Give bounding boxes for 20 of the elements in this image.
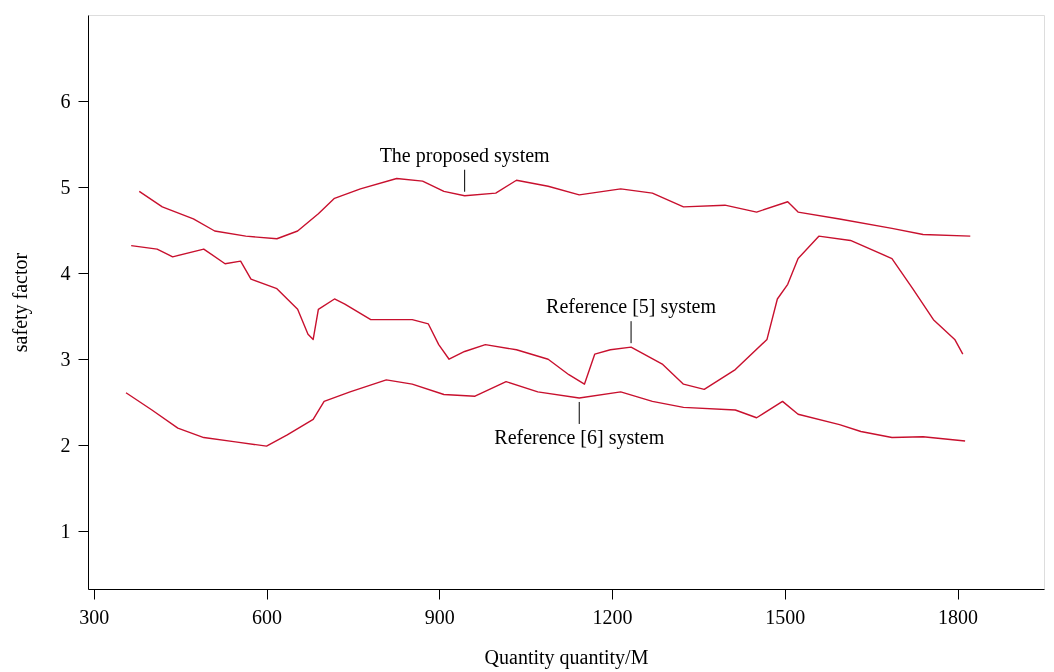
x-tick-label: 1500 <box>765 605 806 628</box>
x-tick-label: 900 <box>424 605 455 628</box>
y-tick-label: 5 <box>60 175 71 198</box>
series-label: The proposed system <box>379 143 551 167</box>
x-tick-label: 1800 <box>938 605 979 628</box>
series-label: Reference [6] system <box>494 425 665 449</box>
x-tick-label: 300 <box>79 605 110 628</box>
y-tick-label: 4 <box>60 261 71 284</box>
line-series <box>130 235 964 391</box>
line-series <box>125 379 966 447</box>
y-tick-label: 6 <box>60 89 71 112</box>
y-tick-label: 1 <box>60 519 71 542</box>
y-axis-title: safety factor <box>8 252 32 353</box>
x-tick-label: 1200 <box>592 605 633 628</box>
series-label: Reference [5] system <box>546 295 717 319</box>
x-axis-title: Quantity quantity/M <box>484 645 649 669</box>
x-tick-label: 600 <box>252 605 283 628</box>
line-series <box>138 177 971 240</box>
y-tick-label: 3 <box>60 347 71 370</box>
y-tick-label: 2 <box>60 433 71 456</box>
